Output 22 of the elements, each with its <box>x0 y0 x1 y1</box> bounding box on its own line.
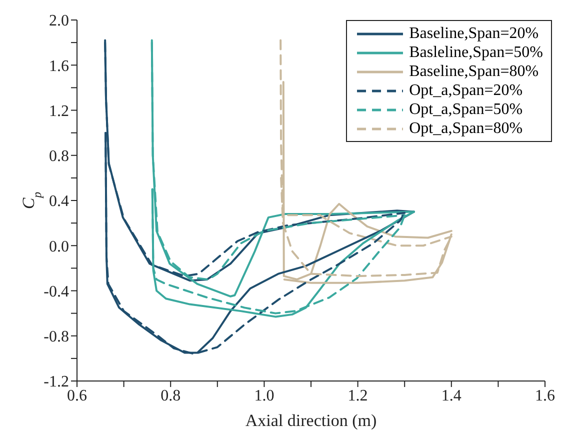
x-axis-title: Axial direction (m) <box>245 411 377 430</box>
y-tick-label: 1.2 <box>49 102 69 120</box>
legend-label: Opt_a,Span=50% <box>409 100 523 119</box>
x-tick-label: 1.2 <box>348 387 368 404</box>
x-tick-label: 0.8 <box>160 387 181 404</box>
x-tick-label: 1.0 <box>254 387 274 404</box>
legend-label: Opt_a,Span=20% <box>409 81 523 100</box>
y-tick-label: 0.4 <box>49 193 69 210</box>
x-tick-label: 0.6 <box>67 387 87 404</box>
y-tick-label: -0.8 <box>44 328 69 346</box>
y-tick-label: 0.0 <box>49 238 69 256</box>
y-tick-label: -1.2 <box>44 374 69 391</box>
y-tick-label: 1.6 <box>49 58 69 75</box>
legend-label: Baseline,Span=20% <box>409 24 539 43</box>
x-tick-label: 1.4 <box>441 387 462 404</box>
legend-label: Basleline,Span=50% <box>409 43 543 62</box>
y-tick-label: -0.4 <box>44 283 69 300</box>
legend-label: Opt_a,Span=80% <box>409 119 523 138</box>
x-tick-label: 1.6 <box>535 387 555 404</box>
y-tick-label: 2.0 <box>49 12 69 30</box>
legend-label: Baseline,Span=80% <box>409 62 539 81</box>
y-tick-label: 0.8 <box>49 148 69 166</box>
